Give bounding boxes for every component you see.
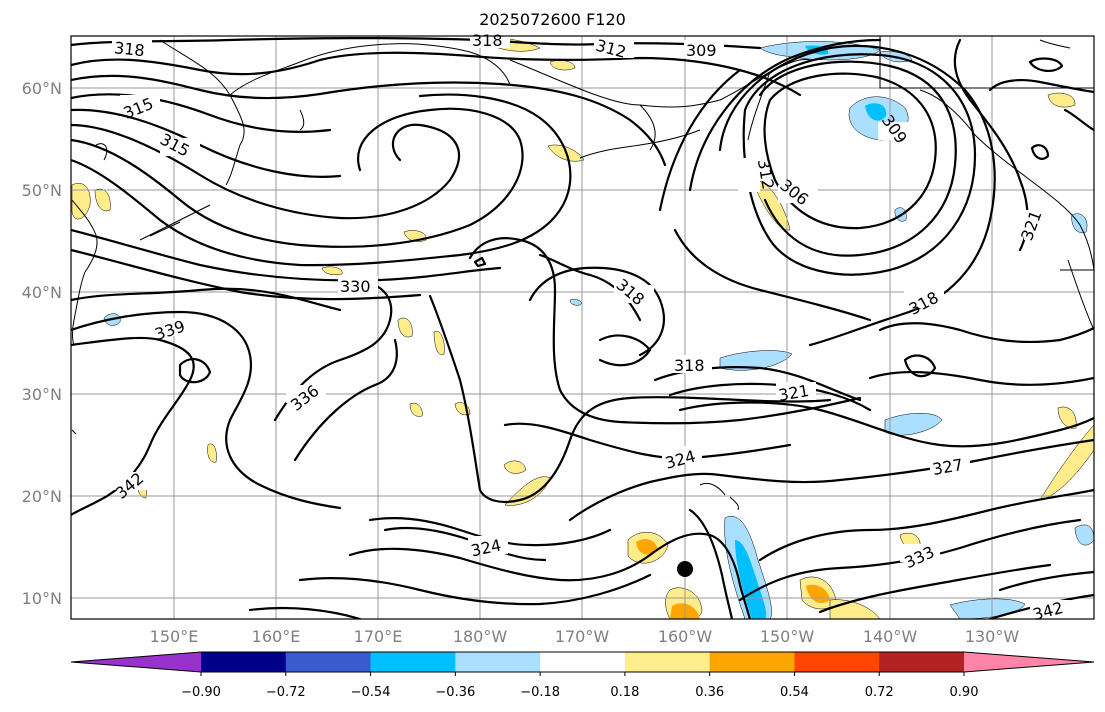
lon-label: 140°W <box>863 627 918 646</box>
lat-label: 10°N <box>22 589 62 608</box>
coastlines <box>71 36 1094 511</box>
colorbar-tick-label: −0.18 <box>520 685 560 700</box>
colorbar-tick-label: 0.90 <box>950 685 979 700</box>
lon-label: 160°E <box>252 627 301 646</box>
colorbar: −0.90 −0.72 −0.54 −0.36 −0.18 0.18 0.36 0.54 0.7… <box>70 651 1095 700</box>
colorbar-tick-label: 0.72 <box>865 685 894 700</box>
colorbar-segment <box>370 652 456 672</box>
colorbar-segment <box>455 652 541 672</box>
lon-label: 170°W <box>555 627 610 646</box>
colorbar-segment <box>285 652 372 672</box>
colorbar-tick-label: 0.18 <box>610 685 639 700</box>
contour-label: 309 <box>686 41 717 60</box>
colorbar-tick-label: −0.54 <box>351 685 391 700</box>
colorbar-tick-label: −0.72 <box>266 685 306 700</box>
colorbar-extend-high <box>964 652 1094 672</box>
lat-label: 50°N <box>22 181 62 200</box>
colorbar-segment <box>201 652 287 672</box>
colorbar-segment <box>794 652 880 672</box>
map-frame <box>70 35 1095 620</box>
lon-label: 160°W <box>658 627 713 646</box>
lon-label: 180°W <box>453 627 508 646</box>
colorbar-segment <box>624 652 711 672</box>
colorbar-segment <box>709 652 795 672</box>
colorbar-segment <box>879 652 965 672</box>
colorbar-tick-label: 0.54 <box>780 685 809 700</box>
colorbar-tick-label: −0.90 <box>181 685 221 700</box>
colorbar-segment <box>540 652 626 672</box>
height-contours <box>71 37 1094 619</box>
contour-labels: 318 315 312 309 318 315 330 339 336 342 … <box>110 31 1070 624</box>
contour-label: 318 <box>674 356 705 375</box>
colorbar-tick-label: 0.36 <box>695 685 724 700</box>
storm-center-marker <box>677 561 693 577</box>
lon-label: 150°E <box>150 627 199 646</box>
lon-label: 170°E <box>354 627 403 646</box>
lat-label: 40°N <box>22 283 62 302</box>
contour-label: 318 <box>113 38 145 60</box>
map-title: 2025072600 F120 <box>479 10 626 29</box>
lat-label: 20°N <box>22 487 62 506</box>
lon-label: 130°W <box>965 627 1020 646</box>
colorbar-extend-low <box>71 652 201 672</box>
lat-label: 60°N <box>22 79 62 98</box>
contour-label: 330 <box>340 277 371 296</box>
colorbar-tick-label: −0.36 <box>435 685 475 700</box>
lon-label: 150°W <box>760 627 815 646</box>
latitude-labels: 60°N 50°N 40°N 30°N 20°N 10°N <box>22 79 62 608</box>
contour-label: 318 <box>472 31 503 50</box>
longitude-labels: 150°E 160°E 170°E 180°W 170°W 160°W 150°… <box>150 627 1020 646</box>
lat-label: 30°N <box>22 385 62 404</box>
